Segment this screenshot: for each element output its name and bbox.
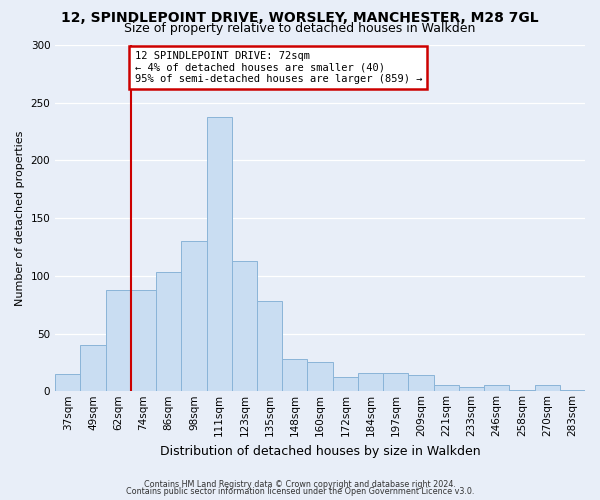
Bar bbox=[106, 290, 131, 392]
Text: Contains public sector information licensed under the Open Government Licence v3: Contains public sector information licen… bbox=[126, 487, 474, 496]
Bar bbox=[332, 378, 358, 392]
Bar bbox=[80, 345, 106, 392]
Text: Size of property relative to detached houses in Walkden: Size of property relative to detached ho… bbox=[124, 22, 476, 35]
Bar bbox=[131, 290, 156, 392]
Text: 12, SPINDLEPOINT DRIVE, WORSLEY, MANCHESTER, M28 7GL: 12, SPINDLEPOINT DRIVE, WORSLEY, MANCHES… bbox=[61, 11, 539, 25]
X-axis label: Distribution of detached houses by size in Walkden: Distribution of detached houses by size … bbox=[160, 444, 481, 458]
Text: 12 SPINDLEPOINT DRIVE: 72sqm
← 4% of detached houses are smaller (40)
95% of sem: 12 SPINDLEPOINT DRIVE: 72sqm ← 4% of det… bbox=[134, 51, 422, 84]
Bar bbox=[257, 301, 282, 392]
Bar bbox=[206, 116, 232, 392]
Text: Contains HM Land Registry data © Crown copyright and database right 2024.: Contains HM Land Registry data © Crown c… bbox=[144, 480, 456, 489]
Bar bbox=[560, 390, 585, 392]
Bar bbox=[535, 386, 560, 392]
Bar bbox=[484, 386, 509, 392]
Bar bbox=[156, 272, 181, 392]
Bar bbox=[434, 386, 459, 392]
Bar bbox=[307, 362, 332, 392]
Y-axis label: Number of detached properties: Number of detached properties bbox=[15, 130, 25, 306]
Bar bbox=[55, 374, 80, 392]
Bar bbox=[282, 359, 307, 392]
Bar bbox=[409, 375, 434, 392]
Bar bbox=[509, 390, 535, 392]
Bar bbox=[459, 386, 484, 392]
Bar bbox=[181, 241, 206, 392]
Bar bbox=[383, 373, 409, 392]
Bar bbox=[358, 373, 383, 392]
Bar bbox=[232, 261, 257, 392]
